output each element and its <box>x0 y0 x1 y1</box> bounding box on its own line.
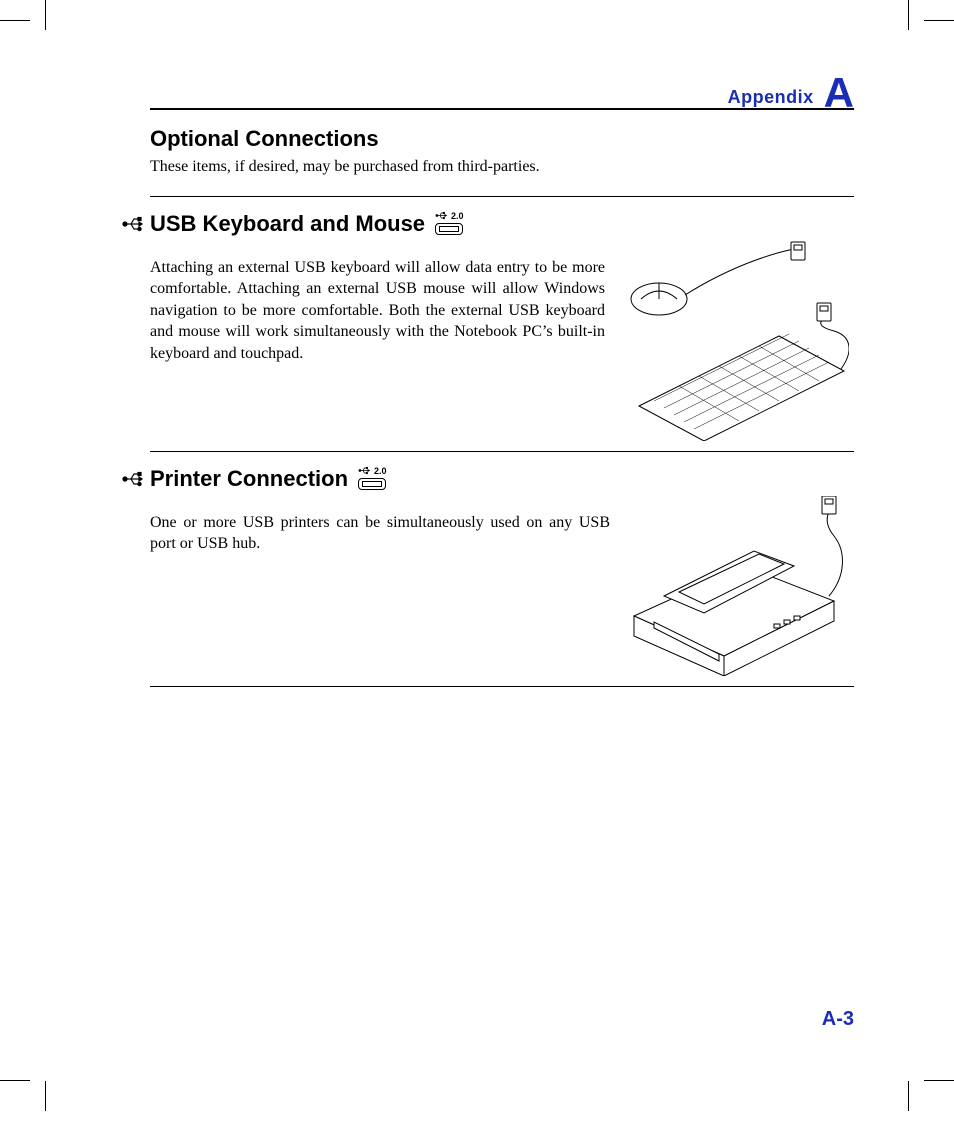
header-letter: A <box>824 74 854 112</box>
usb-trident-icon <box>122 215 144 238</box>
subsection-printer: Printer Connection 2.0 One or more USB p… <box>150 466 854 676</box>
usb-trident-icon <box>122 470 144 493</box>
crop-mark <box>908 1081 909 1111</box>
subsection-title: USB Keyboard and Mouse <box>150 211 425 237</box>
subsection-text: One or more USB printers can be simultan… <box>150 512 610 555</box>
crop-mark <box>0 1080 30 1081</box>
header-label: Appendix <box>728 87 814 108</box>
page-number: A-3 <box>822 1008 854 1031</box>
usb-version-label: 2.0 <box>374 466 387 476</box>
subsection-heading: Printer Connection 2.0 <box>150 466 854 492</box>
printer-illustration <box>624 496 854 676</box>
section-title: Optional Connections <box>150 126 854 152</box>
subsection-body: One or more USB printers can be simultan… <box>150 496 854 676</box>
page: Appendix A Optional Connections These it… <box>0 0 954 1141</box>
subsection-text: Attaching an external USB keyboard will … <box>150 257 605 365</box>
crop-mark <box>924 20 954 21</box>
crop-mark <box>45 1081 46 1111</box>
crop-mark <box>924 1080 954 1081</box>
crop-mark <box>45 0 46 30</box>
content-area: Appendix A Optional Connections These it… <box>150 70 854 701</box>
subsection-heading: USB Keyboard and Mouse 2.0 <box>150 211 854 237</box>
usb-version-label: 2.0 <box>451 211 464 221</box>
keyboard-mouse-illustration <box>619 241 849 441</box>
divider <box>150 196 854 197</box>
crop-mark <box>0 20 30 21</box>
subsection-title: Printer Connection <box>150 466 348 492</box>
crop-mark <box>908 0 909 30</box>
running-header: Appendix A <box>150 70 854 110</box>
usb-2-badge-icon: 2.0 <box>435 211 464 235</box>
usb-2-badge-icon: 2.0 <box>358 466 387 490</box>
subsection-body: Attaching an external USB keyboard will … <box>150 241 854 441</box>
subsection-usb-keyboard-mouse: USB Keyboard and Mouse 2.0 Attaching an … <box>150 211 854 441</box>
section-intro: These items, if desired, may be purchase… <box>150 156 854 178</box>
divider <box>150 451 854 452</box>
divider <box>150 686 854 687</box>
